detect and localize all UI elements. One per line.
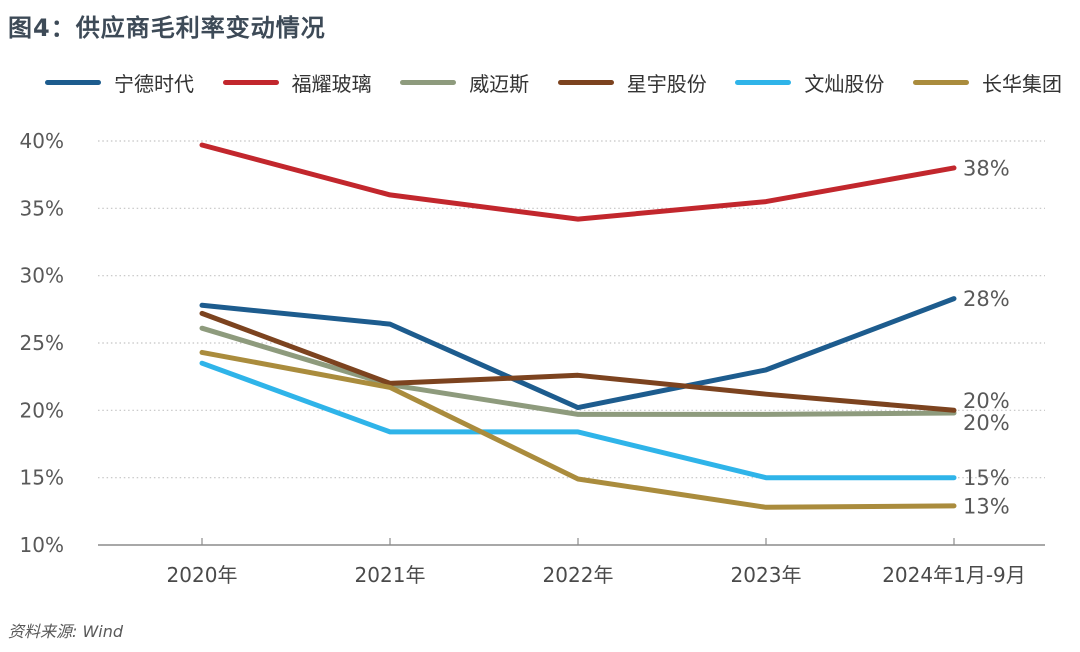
legend-line-swatch — [735, 79, 792, 85]
legend-item: 宁德时代 — [45, 68, 194, 97]
series-line — [199, 142, 957, 222]
series-line — [199, 360, 957, 481]
series-value-label: 20% — [963, 389, 1010, 413]
y-tick-label: 35% — [20, 196, 64, 220]
legend-label: 威迈斯 — [469, 71, 530, 96]
series-value-label: 38% — [963, 156, 1010, 180]
series-line — [199, 349, 957, 510]
legend-line-swatch — [912, 79, 969, 85]
y-tick-label: 40% — [20, 129, 64, 153]
legend-label: 星宇股份 — [626, 71, 707, 96]
legend-label: 文灿股份 — [804, 71, 885, 96]
y-tick-label: 15% — [20, 466, 64, 490]
legend-line-swatch — [222, 79, 279, 85]
x-tick-label: 2022年 — [543, 563, 614, 587]
series-value-label: 28% — [963, 287, 1010, 311]
legend-line-swatch — [400, 79, 457, 85]
chart-legend: 宁德时代 福耀玻璃 威迈斯 星宇股份 文灿股份 长华集团 — [45, 68, 1062, 96]
x-tick-label: 2024年1月-9月 — [882, 563, 1026, 587]
series-line — [199, 310, 957, 413]
series-line — [199, 296, 957, 411]
legend-item: 威迈斯 — [400, 68, 529, 97]
legend-item: 长华集团 — [912, 68, 1062, 97]
legend-line-swatch — [45, 79, 101, 85]
series-value-label: 15% — [963, 466, 1010, 490]
x-tick-label: 2021年 — [355, 563, 426, 587]
series-value-label: 13% — [963, 494, 1010, 518]
legend-item: 文灿股份 — [735, 68, 884, 97]
y-tick-label: 20% — [20, 398, 64, 422]
y-tick-label: 25% — [20, 331, 64, 355]
legend-item: 福耀玻璃 — [222, 68, 372, 97]
chart-title: 图4：供应商毛利率变动情况 — [8, 14, 326, 42]
legend-label: 长华集团 — [981, 71, 1062, 96]
series-value-label: 20% — [963, 411, 1010, 435]
legend-line-swatch — [557, 79, 614, 85]
x-tick-label: 2020年 — [167, 563, 238, 587]
source-note: 资料来源: Wind — [8, 622, 124, 641]
legend-item: 星宇股份 — [557, 68, 707, 97]
legend-label: 宁德时代 — [114, 71, 194, 96]
y-tick-label: 30% — [20, 264, 64, 288]
y-tick-label: 10% — [20, 533, 64, 557]
x-tick-label: 2023年 — [731, 563, 802, 587]
legend-label: 福耀玻璃 — [291, 71, 372, 96]
series-line — [199, 325, 957, 417]
